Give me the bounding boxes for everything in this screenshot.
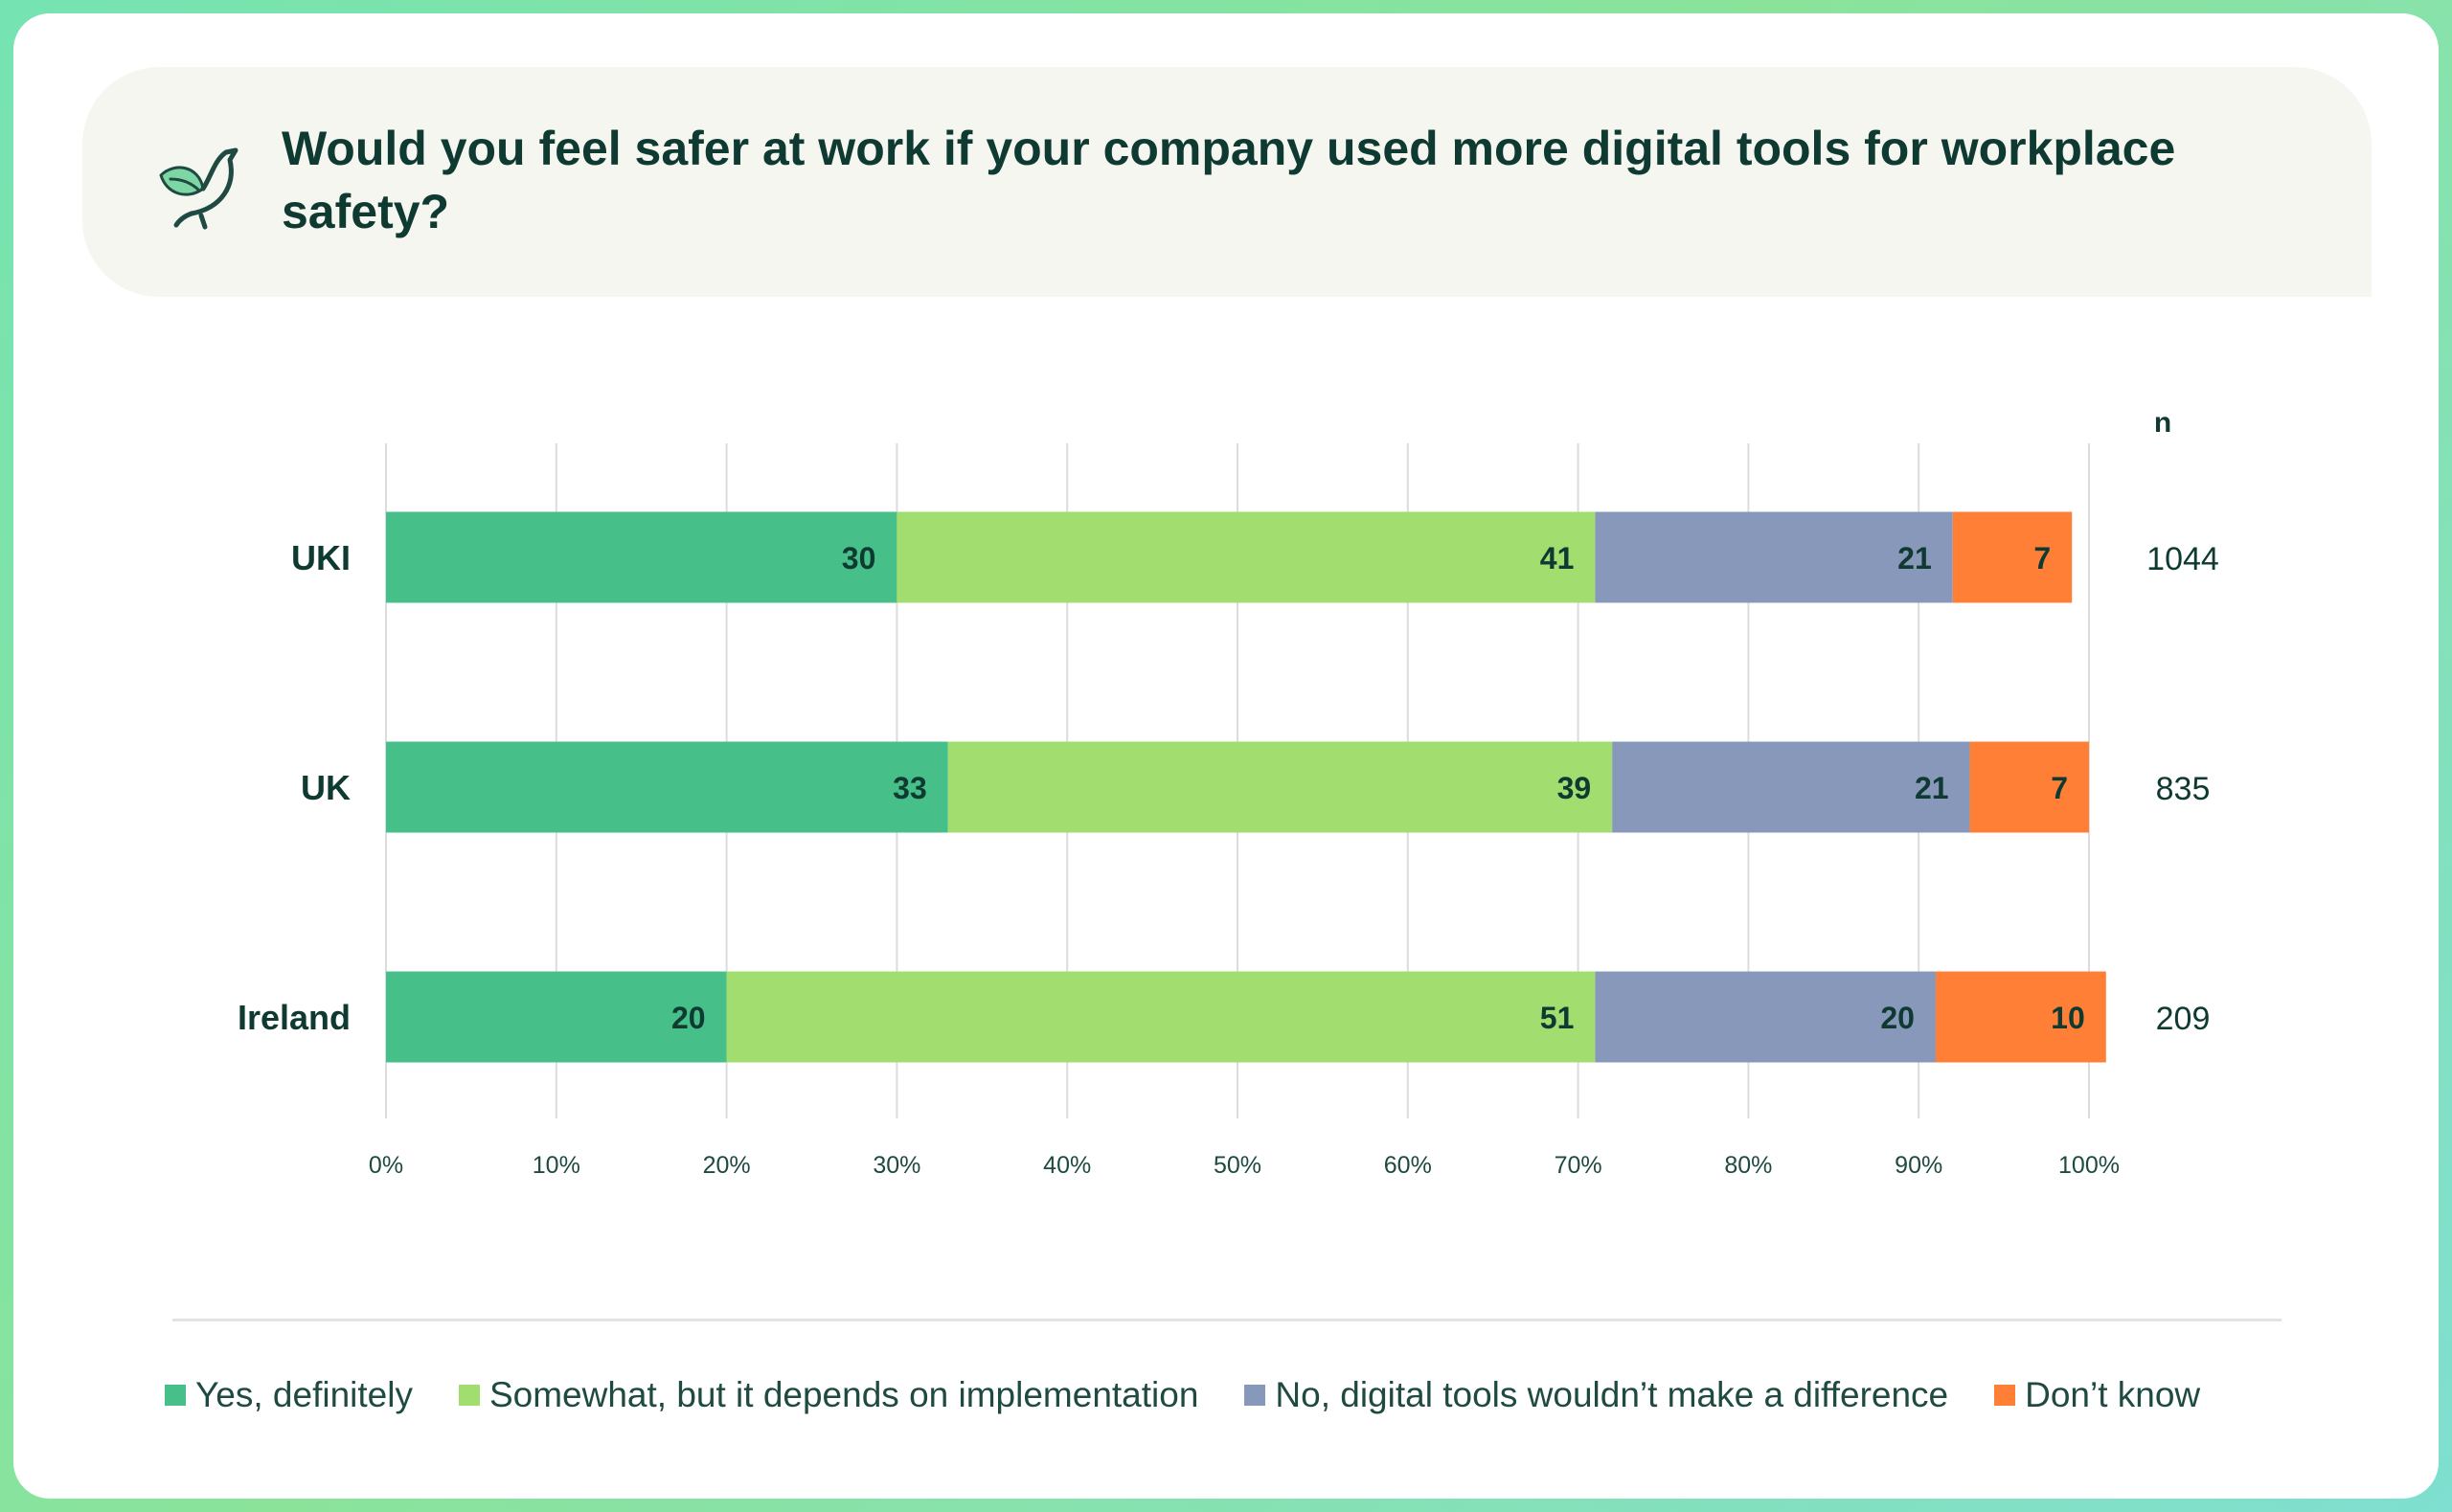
legend-swatch: [458, 1385, 480, 1406]
data-label: 20: [671, 1001, 706, 1035]
data-label: 7: [2033, 541, 2051, 575]
bar-segment: [386, 741, 948, 833]
bar-segment: [1969, 741, 2089, 833]
data-label: 21: [1897, 541, 1932, 575]
legend-label: Don’t know: [2025, 1375, 2201, 1414]
legend-label: No, digital tools wouldn’t make a differ…: [1275, 1375, 1949, 1414]
data-label: 30: [842, 541, 876, 575]
legend-item: No, digital tools wouldn’t make a differ…: [1244, 1375, 1948, 1415]
bar-segment: [1612, 741, 1970, 833]
legend-label: Somewhat, but it depends on implementati…: [488, 1375, 1199, 1414]
chart-title: Would you feel safer at work if your com…: [282, 122, 2176, 238]
legend: Yes, definitely Somewhat, but it depends …: [165, 1371, 2200, 1419]
data-label: 41: [1540, 541, 1575, 575]
n-value: 209: [2156, 1001, 2211, 1037]
x-tick-label: 80%: [1724, 1152, 1772, 1179]
x-tick-label: 40%: [1043, 1152, 1091, 1179]
x-tick-label: 20%: [703, 1152, 751, 1179]
data-label: 20: [1880, 1001, 1915, 1035]
category-label: Ireland: [238, 998, 351, 1037]
data-label: 51: [1540, 1001, 1575, 1035]
x-tick-label: 100%: [2058, 1152, 2120, 1179]
x-tick-label: 60%: [1384, 1152, 1432, 1179]
labels: 0% 10% 20% 30% 40% 50% 60% 70% 80% 90% 100% n UKI 30 4…: [238, 407, 2219, 1179]
x-tick-label: 30%: [873, 1152, 920, 1179]
bar-segment: [386, 971, 727, 1063]
data-label: 10: [2051, 1001, 2085, 1035]
header-panel: [82, 67, 2372, 297]
legend-item: Don’t know: [1994, 1375, 2200, 1415]
bar-segment: [386, 511, 897, 603]
n-value: 1044: [2146, 541, 2219, 577]
category-label: UKI: [291, 538, 351, 577]
n-value: 835: [2156, 771, 2211, 807]
bar-segment: [1935, 971, 2106, 1063]
data-label: 39: [1557, 771, 1592, 805]
category-label: UK: [301, 768, 351, 807]
data-label: 7: [2051, 771, 2068, 805]
bars: [386, 511, 2106, 1063]
bird-logo-icon: [159, 147, 238, 230]
legend-swatch: [1244, 1385, 1266, 1406]
legend-item: Yes, definitely: [165, 1375, 413, 1415]
x-tick-label: 50%: [1214, 1152, 1261, 1179]
x-tick-label: 90%: [1895, 1152, 1942, 1179]
bar-segment: [947, 741, 1613, 833]
legend-swatch: [165, 1385, 186, 1406]
n-header: n: [2154, 407, 2171, 439]
legend-swatch: [1994, 1385, 2016, 1406]
bar-segment: [726, 971, 1596, 1063]
x-tick-label: 10%: [533, 1152, 580, 1179]
x-tick-label: 70%: [1555, 1152, 1602, 1179]
bar-segment: [1595, 971, 1936, 1063]
bar-segment: [897, 511, 1596, 603]
legend-label: Yes, definitely: [195, 1375, 413, 1414]
bar-segment: [1595, 511, 1953, 603]
data-label: 33: [893, 771, 927, 805]
legend-divider: [172, 1319, 2282, 1321]
data-label: 21: [1915, 771, 1949, 805]
x-tick-label: 0%: [369, 1152, 403, 1179]
bar-segment: [1952, 511, 2073, 603]
legend-item: Somewhat, but it depends on implementati…: [458, 1375, 1199, 1415]
